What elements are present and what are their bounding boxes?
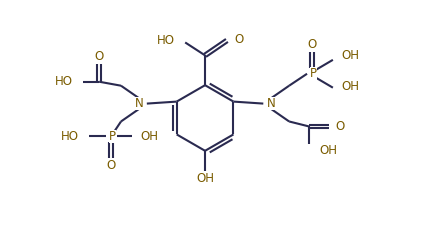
Text: O: O (336, 120, 345, 133)
Text: OH: OH (196, 172, 214, 185)
Text: O: O (234, 33, 243, 46)
Text: P: P (309, 67, 317, 80)
Text: HO: HO (157, 34, 175, 47)
Text: O: O (106, 159, 116, 172)
Text: P: P (108, 130, 115, 143)
Text: O: O (308, 38, 317, 51)
Text: N: N (267, 97, 276, 110)
Text: OH: OH (319, 144, 337, 157)
Text: HO: HO (61, 130, 79, 143)
Text: HO: HO (55, 75, 73, 88)
Text: O: O (95, 50, 104, 63)
Text: N: N (134, 97, 143, 110)
Text: OH: OH (342, 49, 360, 62)
Text: OH: OH (342, 80, 360, 93)
Text: OH: OH (141, 130, 159, 143)
